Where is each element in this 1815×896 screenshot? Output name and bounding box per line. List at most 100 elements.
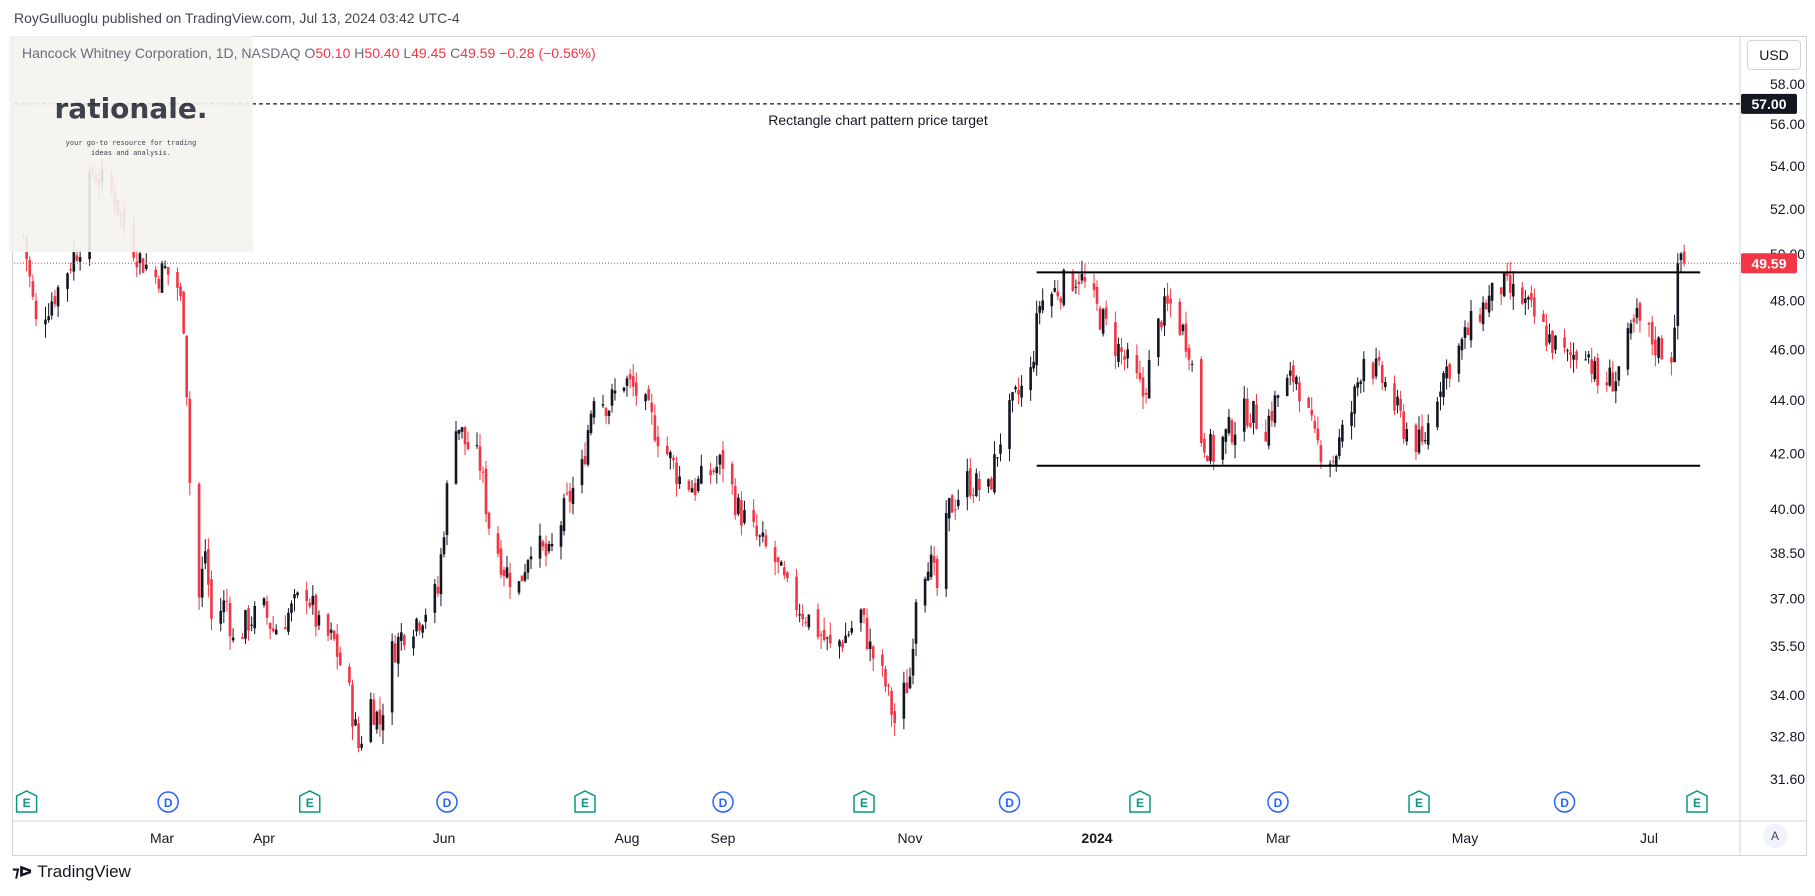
- candle-body: [571, 487, 575, 505]
- candle-body: [1267, 415, 1271, 446]
- candle-body: [375, 711, 379, 730]
- candle-body: [758, 535, 762, 537]
- candle-body: [1104, 307, 1108, 319]
- candle-body: [1511, 283, 1515, 297]
- dividend-marker-icon: [712, 791, 734, 813]
- candle-body: [1584, 359, 1587, 361]
- candle-body: [966, 471, 969, 498]
- candle-body: [1635, 308, 1639, 318]
- candle-body: [520, 575, 524, 582]
- candle-body: [203, 551, 207, 564]
- candle-body: [776, 557, 780, 562]
- tradingview-footer[interactable]: ⁊ᐅ TradingView: [12, 862, 131, 882]
- candle-body: [433, 583, 437, 613]
- earnings-marker-icon: [1129, 790, 1151, 813]
- candle-body: [1505, 273, 1509, 276]
- candle-body: [1575, 351, 1578, 361]
- candle-body: [496, 533, 500, 554]
- candle-body: [1478, 314, 1482, 322]
- legend-high-label: H: [354, 45, 365, 61]
- candle-body: [523, 572, 527, 581]
- candle-body: [740, 500, 743, 526]
- candle-body: [538, 535, 542, 559]
- candle-body: [804, 622, 808, 624]
- y-tick-label: 35.50: [1770, 638, 1805, 654]
- candle-body: [505, 567, 509, 578]
- candle-body: [1490, 282, 1494, 301]
- candle-body: [613, 390, 617, 394]
- candle-body: [1371, 362, 1375, 379]
- candle-body: [1629, 323, 1633, 334]
- x-tick-label: Sep: [711, 830, 736, 846]
- candle-body: [475, 445, 479, 447]
- candle-body: [1310, 409, 1314, 416]
- y-tick-label: 56.00: [1770, 116, 1805, 132]
- candle-body: [559, 525, 563, 547]
- candle-body: [454, 431, 458, 484]
- candle-body: [1227, 416, 1231, 434]
- dividend-marker-icon: [436, 791, 458, 813]
- candle-body: [1209, 434, 1212, 461]
- candle-body: [197, 483, 201, 598]
- candle-body: [399, 632, 403, 641]
- candle-body: [1679, 253, 1683, 261]
- candle-body: [1008, 400, 1011, 449]
- candle-body: [47, 316, 50, 321]
- candle-body: [1670, 357, 1673, 363]
- dividend-marker-icon: [157, 791, 179, 813]
- candle-body: [1524, 298, 1527, 304]
- candle-body: [562, 498, 566, 532]
- candle-body: [932, 556, 936, 563]
- candle-body: [908, 676, 912, 689]
- candle-body: [764, 535, 768, 547]
- candle-body: [969, 468, 972, 496]
- candle-body: [656, 436, 660, 447]
- candle-body: [31, 281, 35, 297]
- candle-body: [287, 612, 290, 632]
- candle-body: [296, 592, 299, 596]
- candle-body: [231, 637, 235, 641]
- candle-body: [179, 286, 182, 297]
- candle-body: [696, 478, 700, 492]
- candle-body: [911, 648, 915, 676]
- currency-button[interactable]: USD: [1747, 40, 1801, 70]
- candle-body: [1011, 392, 1014, 401]
- candle-body: [807, 614, 811, 628]
- candle-body: [607, 410, 611, 416]
- candle-body: [914, 602, 918, 644]
- candle-body: [1334, 456, 1338, 466]
- candle-body: [1527, 297, 1530, 300]
- candle-body: [338, 652, 342, 665]
- y-tick-label: 58.00: [1770, 76, 1805, 92]
- candle-body: [1017, 389, 1020, 395]
- y-tick-label: 42.00: [1770, 445, 1805, 461]
- candle-body: [709, 470, 712, 476]
- candle-body: [72, 252, 76, 272]
- candle-body: [317, 615, 321, 626]
- rationale-logo: rationale. your go-to resource for tradi…: [9, 36, 253, 252]
- x-tick-label: Aug: [615, 830, 640, 846]
- candle-body: [274, 629, 278, 635]
- candle-body: [1554, 335, 1557, 350]
- candle-body: [1542, 313, 1545, 323]
- candle-body: [1147, 359, 1151, 399]
- y-tick-label: 44.00: [1770, 392, 1805, 408]
- candle-body: [990, 478, 993, 490]
- candle-body: [1423, 440, 1427, 442]
- candle-body: [1252, 400, 1255, 423]
- candle-body: [929, 554, 933, 577]
- candle-body: [798, 614, 801, 616]
- candle-body: [628, 374, 632, 380]
- candle-body: [160, 263, 164, 293]
- candle-body: [1566, 350, 1569, 352]
- candle-body: [592, 401, 596, 418]
- candle-body: [1050, 294, 1054, 307]
- candle-body: [1417, 429, 1421, 453]
- candle-body: [517, 581, 521, 593]
- candle-body: [1353, 386, 1356, 414]
- candle-body: [1114, 322, 1117, 357]
- legend-close-value: 49.59: [460, 45, 496, 61]
- candle-body: [1593, 361, 1597, 380]
- auto-scale-button[interactable]: A: [1763, 824, 1787, 848]
